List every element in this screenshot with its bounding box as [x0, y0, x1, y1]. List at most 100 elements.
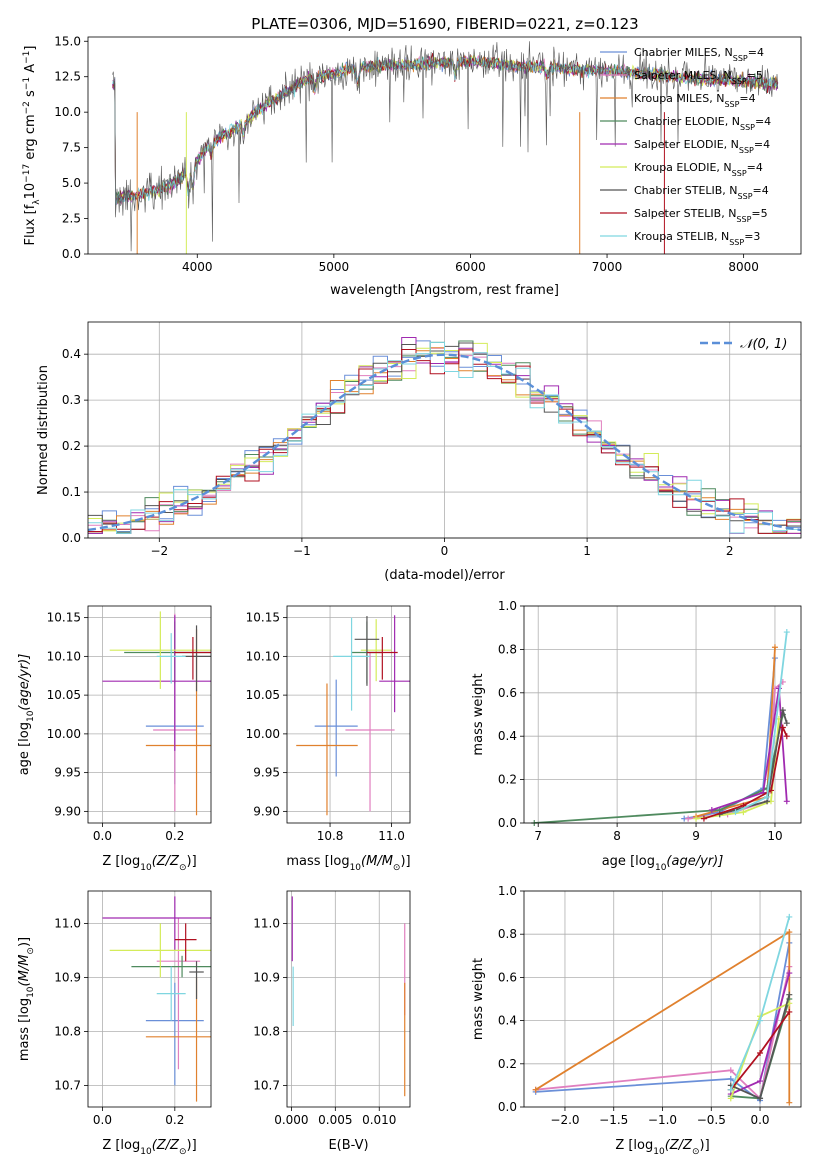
weight-marker: [740, 809, 747, 816]
legend-entry: Chabrier STELIB, NSSP=4: [634, 184, 769, 201]
y-tick-label: 9.90: [253, 804, 280, 818]
y-tick-label: 10.7: [253, 1078, 280, 1092]
legend-sub: SSP: [724, 100, 739, 109]
y-tick-label: 9.95: [253, 766, 280, 780]
legend-sub: SSP: [739, 146, 754, 155]
label-part: ⊙: [393, 863, 401, 873]
x-tick-label: −2: [150, 544, 168, 558]
weight_vs_age-xlabel: age [log10(age/yr)]: [602, 854, 724, 873]
label-part: mass [log: [17, 998, 32, 1061]
figure-title: PLATE=0306, MJD=51690, FIBERID=0221, z=0…: [251, 15, 638, 33]
label-part: −2: [22, 101, 32, 114]
weight-line-0: [684, 658, 776, 820]
weight-marker: [727, 1095, 734, 1102]
legend-count: =4: [755, 115, 771, 128]
weight_vs_Z-ylabel: mass weight: [471, 958, 486, 1040]
spectrum-line-6: [112, 41, 779, 252]
y-tick-label: 0.8: [498, 927, 517, 941]
y-tick-label: 0.2: [498, 1057, 517, 1071]
axes-mass_vs_Z: 0.0 0.2 10.7 10.8 10.9 11.0: [54, 891, 211, 1127]
legend-entry: Salpeter STELIB, NSSP=5: [634, 207, 768, 224]
legend-entry: Salpeter MILES, NSSP=5: [634, 69, 763, 86]
weight-marker: [732, 809, 739, 816]
normal-curve: [88, 353, 801, 532]
legend-count: =4: [748, 46, 764, 59]
weight-marker: [693, 815, 700, 822]
x-tick-label: −2.0: [550, 1113, 579, 1127]
age_vs_Z-ylabel: age [log10(age/yr)]: [17, 654, 36, 776]
weight-marker: [757, 1050, 764, 1056]
legend-name: Kroupa ELODIE, N: [634, 161, 732, 174]
legend-sub: SSP: [738, 192, 753, 201]
residuals-frame: [87, 321, 802, 539]
label-part: )]: [17, 937, 32, 947]
legend-count: =4: [754, 138, 770, 151]
x-tick-label: −1.5: [599, 1113, 628, 1127]
legend-sub: SSP: [733, 54, 748, 63]
y-tick-label: 0.0: [62, 531, 81, 545]
weight-marker: [786, 991, 793, 998]
label-part: (M/M: [17, 955, 32, 987]
x-tick-label: 6000: [455, 260, 486, 274]
label-part: age [log: [17, 722, 32, 775]
axes-weight_vs_Z: −2.0 −1.5 −1.0 −0.5 0.0 0.0 0.2 0.4 0.6 0.8 1.0: [498, 884, 801, 1127]
x-tick-label: 9: [692, 829, 700, 843]
legend-entry: Chabrier MILES, NSSP=4: [634, 46, 764, 63]
y-tick-label: 2.5: [62, 212, 81, 226]
legend-count: =4: [747, 161, 763, 174]
label-part: )]: [187, 1138, 197, 1153]
label-part: ⊙: [692, 1147, 700, 1157]
weight-marker: [786, 929, 793, 936]
label-part: (M/M: [361, 854, 393, 869]
y-tick-label: 10.9: [54, 970, 81, 984]
label-part: A: [23, 64, 38, 77]
x-tick-label: 11.0: [378, 829, 405, 843]
y-tick-label: 10.05: [246, 688, 280, 702]
y-tick-label: 0.0: [498, 1100, 517, 1114]
legend-sub: SSP: [729, 238, 744, 247]
y-tick-label: 0.4: [498, 1014, 517, 1028]
label-part: Z [log: [615, 1138, 653, 1153]
label-part: λ: [32, 199, 42, 205]
spectrum-line-8: [112, 56, 779, 206]
y-tick-label: 12.5: [54, 70, 81, 84]
y-tick-label: 0.2: [62, 439, 81, 453]
label-part: (age/yr)]: [666, 854, 723, 869]
legend-name: Salpeter ELODIE, N: [634, 138, 739, 151]
spectrum-ylabel: Flux [fλ10−17 erg cm−2 s−1 A−1]: [22, 46, 42, 246]
legend-entry: Chabrier ELODIE, NSSP=4: [634, 115, 771, 132]
y-tick-label: 10.05: [47, 688, 81, 702]
weight-marker: [783, 629, 790, 636]
age_vs_Z-frame: [87, 605, 212, 824]
label-part: 10: [23, 183, 38, 200]
x-tick-label: 0.0: [93, 829, 112, 843]
legend-sub: SSP: [736, 215, 751, 224]
y-tick-label: 10.8: [253, 1024, 280, 1038]
y-tick-label: 0.4: [498, 729, 517, 743]
x-tick-label: 7000: [592, 260, 623, 274]
legend-entry: Kroupa MILES, NSSP=4: [634, 92, 756, 109]
weight-marker: [783, 798, 790, 805]
label-part: E(B-V): [328, 1138, 368, 1153]
weight-marker: [764, 793, 771, 800]
weight-marker: [757, 1017, 764, 1024]
weight-marker: [708, 806, 715, 813]
spectrum-frame: [87, 36, 802, 255]
weight-marker: [786, 1008, 793, 1015]
x-tick-label: −1: [293, 544, 311, 558]
spectrum-line-7: [112, 53, 779, 202]
age_vs_Z-xlabel: Z [log10(Z/Z⊙)]: [102, 854, 196, 873]
mass_vs_EBV-frame: [286, 890, 411, 1108]
weight-marker: [727, 1075, 734, 1082]
y-tick-label: 0.0: [62, 247, 81, 261]
histogram-step-8: [88, 341, 801, 534]
mass_vs_EBV-xlabel: E(B-V): [328, 1138, 368, 1153]
weight-marker: [786, 913, 793, 920]
label-part: age [log: [602, 854, 655, 869]
label-part: 10: [140, 863, 152, 873]
label-part: (Z/Z: [152, 854, 180, 869]
mass_vs_Z-frame: [87, 890, 212, 1108]
label-part: Z [log: [102, 1138, 140, 1153]
label-part: ⊙: [26, 947, 36, 955]
y-tick-label: 10.00: [246, 727, 280, 741]
